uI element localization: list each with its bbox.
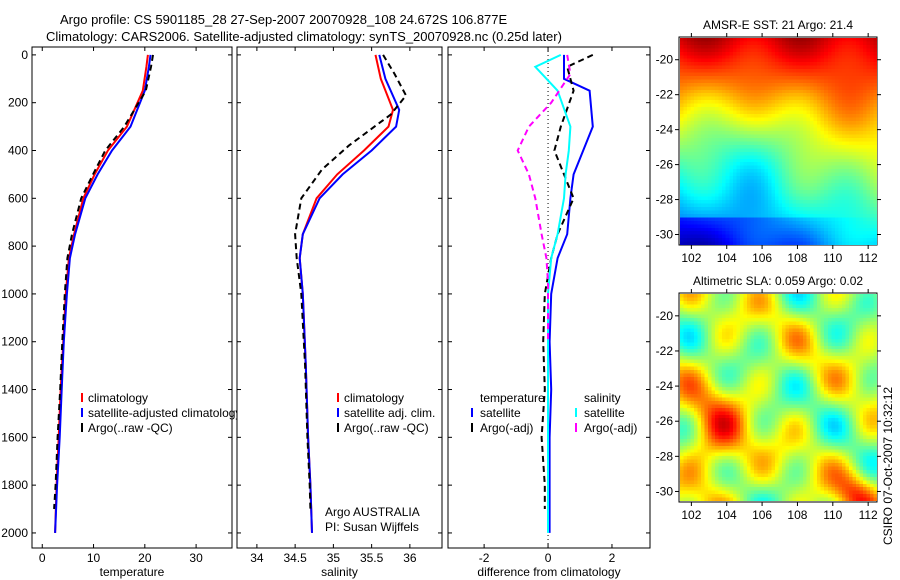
x-tick-label: 30	[189, 551, 203, 565]
figure-title-line2: Climatology: CARS2006. Satellite-adjuste…	[46, 29, 562, 44]
x-tick-label: 0	[545, 551, 552, 565]
y-tick-label: -20	[656, 309, 674, 323]
y-tick-label: 1000	[1, 287, 28, 301]
x-tick-label: 112	[859, 508, 878, 522]
y-tick-label: -28	[656, 449, 674, 463]
legend-label: Argo(..raw -QC)	[344, 421, 429, 435]
x-tick-label: -2	[479, 551, 490, 565]
x-tick-label: 102	[681, 251, 701, 265]
legend-label: Argo(-adj)	[584, 421, 637, 435]
y-tick-label: 1200	[1, 335, 28, 349]
series-line-salinity-satellite	[533, 53, 572, 533]
x-tick-label: 108	[787, 251, 807, 265]
timestamp-stamp: CSIRO 07-Oct-2007 10:32:12	[881, 387, 895, 545]
legend-label: Argo(-adj)	[480, 421, 533, 435]
figure-title-line1: Argo profile: CS 5901185_28 27-Sep-2007 …	[60, 12, 508, 27]
series-line-satellite-adjusted-climatology	[54, 54, 152, 533]
y-tick-label: 200	[8, 96, 28, 110]
x-tick-label: 35.5	[360, 551, 384, 565]
x-tick-label: 35	[327, 551, 341, 565]
y-tick-label: 800	[8, 239, 28, 253]
legend-label: satellite	[584, 406, 625, 420]
sla-map-image	[680, 294, 877, 501]
x-tick-label: 34	[250, 551, 264, 565]
x-tick-label: 108	[787, 508, 807, 522]
x-tick-label: 104	[717, 251, 737, 265]
y-tick-label: -22	[656, 344, 674, 358]
y-tick-label: -24	[656, 123, 674, 137]
series-line-argo-raw-qc-	[294, 54, 408, 510]
y-tick-label: -30	[656, 484, 674, 498]
legend-heading: temperature	[480, 391, 545, 405]
x-tick-label: 106	[752, 251, 772, 265]
y-tick-label: 0	[21, 48, 28, 62]
map-frame-1	[678, 292, 878, 503]
x-axis-label: difference from climatology	[477, 565, 620, 579]
x-tick-label: 104	[717, 508, 737, 522]
legend-heading: salinity	[584, 391, 621, 405]
x-axis-label: temperature	[100, 565, 165, 579]
x-tick-label: 102	[681, 508, 701, 522]
x-tick-label: 10	[87, 551, 101, 565]
map-frame-0	[678, 36, 878, 246]
y-tick-label: 1800	[1, 478, 28, 492]
axes-box-1	[236, 46, 443, 549]
y-tick-label: 400	[8, 143, 28, 157]
x-tick-label: 106	[752, 508, 772, 522]
credit-line-2: PI: Susan Wijffels	[325, 520, 419, 534]
legend-label: satellite adj. clim.	[344, 406, 435, 420]
series-line-salinity-argo-adj-	[516, 54, 572, 342]
y-tick-label: -26	[656, 414, 674, 428]
x-tick-label: 110	[823, 251, 842, 265]
x-tick-label: 110	[823, 508, 842, 522]
map-title: Altimetric SLA: 0.059 Argo: 0.02	[693, 274, 863, 288]
series-line-temperature-satellite	[548, 54, 594, 533]
y-tick-label: 600	[8, 191, 28, 205]
x-tick-label: 34.5	[283, 551, 307, 565]
legend-label: satellite-adjusted climatology	[88, 406, 241, 420]
x-tick-label: 0	[39, 551, 46, 565]
y-tick-label: -30	[656, 228, 674, 242]
x-tick-label: 2	[609, 551, 616, 565]
x-tick-label: 36	[403, 551, 417, 565]
legend-label: climatology	[88, 391, 148, 405]
y-tick-label: 1600	[1, 430, 28, 444]
legend-label: climatology	[344, 391, 404, 405]
map-title: AMSR-E SST: 21 Argo: 21.4	[703, 18, 853, 32]
sst-map-image	[680, 38, 877, 245]
y-tick-label: -26	[656, 158, 674, 172]
legend-label: satellite	[480, 406, 521, 420]
x-axis-label: salinity	[321, 565, 358, 579]
credit-line-1: Argo AUSTRALIA	[325, 505, 420, 519]
y-tick-label: 1400	[1, 383, 28, 397]
y-tick-label: 2000	[1, 526, 28, 540]
legend-label: Argo(..raw -QC)	[88, 421, 173, 435]
x-tick-label: 20	[138, 551, 152, 565]
y-tick-label: -20	[656, 53, 674, 67]
y-tick-label: -28	[656, 193, 674, 207]
y-tick-label: -24	[656, 379, 674, 393]
series-line-temperature-argo-adj-	[540, 53, 594, 509]
x-tick-label: 112	[859, 251, 878, 265]
y-tick-label: -22	[656, 88, 674, 102]
series-line-argo-raw-qc-	[53, 54, 154, 510]
